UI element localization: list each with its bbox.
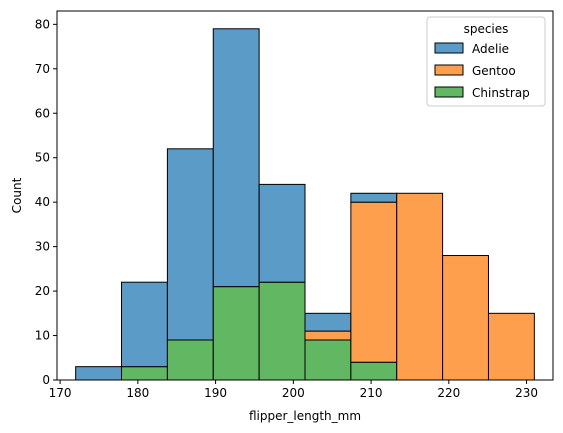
y-tick-label: 70 bbox=[35, 62, 50, 76]
y-tick-label: 30 bbox=[35, 240, 50, 254]
bar-adelie-bin-5 bbox=[304, 312, 352, 332]
bars-layer bbox=[75, 28, 535, 381]
bar-gentoo-bin-6 bbox=[350, 201, 398, 363]
bar-adelie-bin-2 bbox=[166, 148, 214, 341]
bar-chinstrap-bin-3 bbox=[212, 286, 260, 381]
legend-label-chinstrap: Chinstrap bbox=[472, 86, 530, 100]
bar-gentoo-bin-8 bbox=[442, 255, 489, 381]
y-tick-label: 10 bbox=[35, 329, 50, 343]
plot-frame bbox=[56, 10, 554, 381]
y-axis-label: Count bbox=[10, 177, 24, 213]
x-tick-label: 170 bbox=[49, 386, 72, 400]
y-tick-label: 0 bbox=[42, 373, 50, 387]
bar-chinstrap-bin-1 bbox=[121, 366, 168, 381]
bar-adelie-bin-4 bbox=[258, 183, 306, 283]
x-tick-label: 180 bbox=[126, 386, 149, 400]
bar-adelie-bin-6 bbox=[350, 192, 398, 203]
bar-chinstrap-bin-4 bbox=[258, 281, 306, 381]
bar-gentoo-bin-9 bbox=[487, 312, 535, 381]
x-tick-label: 230 bbox=[515, 386, 538, 400]
y-tick-label: 80 bbox=[35, 17, 50, 31]
legend-label-adelie: Adelie bbox=[472, 42, 509, 56]
bar-gentoo-bin-5 bbox=[304, 330, 352, 341]
legend-label-gentoo: Gentoo bbox=[472, 64, 516, 78]
axes-layer: 170 180 190 200 210 220 230 0 10 20 30 40 50 60 70 80 bbox=[35, 10, 554, 400]
legend: species Adelie Gentoo Chinstrap bbox=[426, 16, 546, 107]
x-tick-label: 220 bbox=[437, 386, 460, 400]
legend-swatch-gentoo bbox=[434, 64, 464, 76]
y-tick-label: 20 bbox=[35, 284, 50, 298]
bar-adelie-bin-0 bbox=[75, 366, 123, 381]
legend-swatch-adelie bbox=[434, 42, 464, 54]
y-tick-label: 50 bbox=[35, 151, 50, 165]
bar-chinstrap-bin-5 bbox=[304, 339, 352, 381]
bar-gentoo-bin-7 bbox=[396, 192, 444, 381]
y-tick-label: 60 bbox=[35, 106, 50, 120]
x-tick-label: 210 bbox=[360, 386, 383, 400]
legend-swatch-chinstrap bbox=[434, 86, 464, 98]
x-tick-label: 200 bbox=[282, 386, 305, 400]
legend-entries: Adelie Gentoo Chinstrap bbox=[434, 42, 530, 100]
y-tick-label: 40 bbox=[35, 195, 50, 209]
legend-title: species bbox=[464, 22, 509, 36]
bar-chinstrap-bin-2 bbox=[166, 339, 214, 381]
x-tick-label: 190 bbox=[204, 386, 227, 400]
bar-chinstrap-bin-6 bbox=[350, 361, 398, 381]
legend-frame bbox=[426, 16, 546, 107]
bar-adelie-bin-3 bbox=[212, 28, 260, 288]
x-axis-label: flipper_length_mm bbox=[249, 409, 361, 423]
bar-adelie-bin-1 bbox=[121, 281, 168, 368]
